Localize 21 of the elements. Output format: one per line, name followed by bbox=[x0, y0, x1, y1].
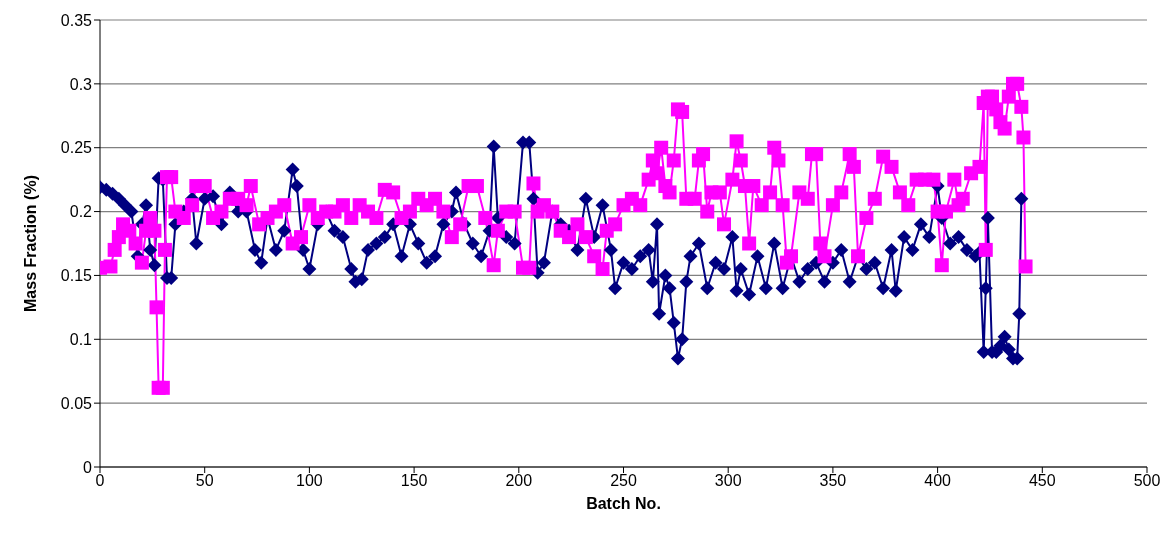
x-tick-label: 100 bbox=[296, 472, 323, 490]
x-tick-label: 250 bbox=[610, 472, 637, 490]
x-tick-label: 150 bbox=[400, 472, 428, 490]
y-tick-label: 0.25 bbox=[60, 139, 93, 157]
x-tick-label: 200 bbox=[505, 472, 533, 490]
x-tick-label: 0 bbox=[95, 472, 105, 490]
y-tick-label: 0.35 bbox=[60, 11, 93, 29]
x-tick-label: 500 bbox=[1133, 472, 1161, 490]
x-tick-label: 450 bbox=[1028, 472, 1056, 490]
y-tick-label: 0 bbox=[83, 458, 93, 476]
x-tick-label: 350 bbox=[819, 472, 847, 490]
x-tick-label: 50 bbox=[195, 472, 214, 490]
x-axis-title: Batch No. bbox=[586, 495, 661, 512]
x-tick-label: 300 bbox=[714, 472, 742, 490]
y-axis-title: Mass Fraction (%) bbox=[21, 175, 39, 312]
y-tick-label: 0.1 bbox=[69, 330, 93, 348]
y-tick-label: 0.15 bbox=[60, 267, 93, 285]
y-tick-label: 0.2 bbox=[69, 203, 93, 221]
y-tick-label: 0.3 bbox=[69, 75, 93, 93]
x-tick-label: 400 bbox=[924, 472, 952, 490]
y-tick-label: 0.05 bbox=[60, 394, 93, 412]
